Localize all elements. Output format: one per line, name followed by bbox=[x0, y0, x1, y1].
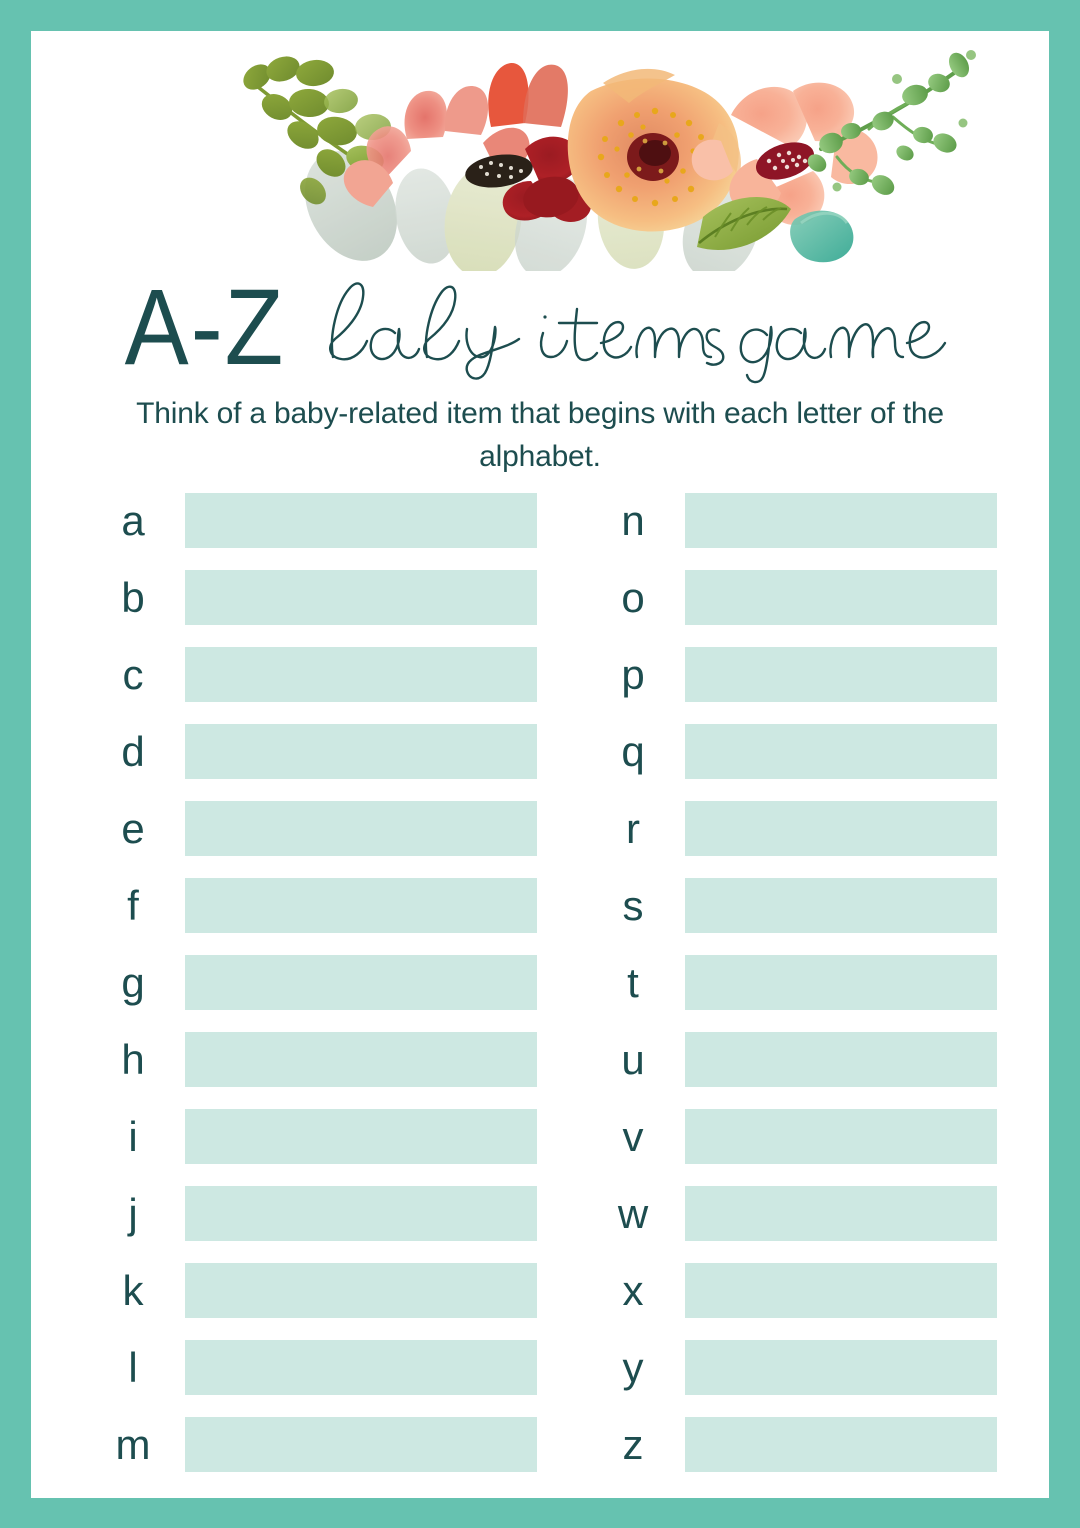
coral-flower bbox=[343, 62, 568, 207]
answer-blank[interactable] bbox=[185, 1109, 537, 1164]
peach-flower bbox=[691, 82, 878, 225]
title-script bbox=[315, 273, 955, 384]
title-prefix: A-Z bbox=[124, 267, 286, 388]
letter-label: v bbox=[622, 1112, 644, 1160]
answer-blank[interactable] bbox=[185, 1417, 537, 1472]
answer-blank[interactable] bbox=[185, 493, 537, 548]
answer-blank[interactable] bbox=[185, 647, 537, 702]
answer-blank[interactable] bbox=[185, 1340, 537, 1395]
letter-row: r bbox=[607, 801, 997, 856]
answer-blank[interactable] bbox=[685, 801, 997, 856]
letter-label: w bbox=[617, 1189, 649, 1237]
letter-row: u bbox=[607, 1032, 997, 1087]
orange-poppy bbox=[567, 68, 741, 232]
letter-label: m bbox=[115, 1420, 151, 1468]
fern-sprig-right bbox=[807, 50, 976, 195]
letter-row: e bbox=[107, 801, 537, 856]
answer-blank[interactable] bbox=[685, 1032, 997, 1087]
letter-row: x bbox=[607, 1263, 997, 1318]
page-title: A-Z bbox=[31, 267, 1049, 388]
letter-label: z bbox=[622, 1420, 644, 1468]
answer-blank[interactable] bbox=[685, 1417, 997, 1472]
letter-label: j bbox=[128, 1189, 138, 1237]
letter-row: j bbox=[107, 1186, 537, 1241]
letter-row: h bbox=[107, 1032, 537, 1087]
letter-column-left: a b c d e bbox=[107, 493, 537, 1494]
letter-label: t bbox=[627, 958, 639, 1006]
letter-label: a bbox=[121, 496, 145, 544]
letter-row: k bbox=[107, 1263, 537, 1318]
letter-row: b bbox=[107, 570, 537, 625]
answer-blank[interactable] bbox=[185, 1186, 537, 1241]
instructions-text: Think of a baby-related item that begins… bbox=[136, 397, 944, 473]
answer-blank[interactable] bbox=[185, 801, 537, 856]
answer-blank[interactable] bbox=[185, 878, 537, 933]
answer-blank[interactable] bbox=[185, 1263, 537, 1318]
letter-label: d bbox=[121, 727, 145, 775]
letter-label: q bbox=[621, 727, 645, 775]
answer-blank[interactable] bbox=[185, 955, 537, 1010]
letter-row: c bbox=[107, 647, 537, 702]
game-card: A-Z bbox=[31, 31, 1049, 1498]
answer-blank[interactable] bbox=[685, 1263, 997, 1318]
letter-label: i bbox=[128, 1112, 138, 1160]
letter-row: q bbox=[607, 724, 997, 779]
letter-row: m bbox=[107, 1417, 537, 1472]
letter-row: f bbox=[107, 878, 537, 933]
letter-label: p bbox=[621, 650, 645, 698]
letter-label: n bbox=[621, 496, 645, 544]
letter-row: w bbox=[607, 1186, 997, 1241]
answer-blank[interactable] bbox=[685, 1186, 997, 1241]
answer-blank[interactable] bbox=[685, 493, 997, 548]
letter-label: o bbox=[621, 573, 645, 621]
answer-blank[interactable] bbox=[685, 570, 997, 625]
letter-row: n bbox=[607, 493, 997, 548]
letter-label: y bbox=[622, 1343, 644, 1391]
letter-row: l bbox=[107, 1340, 537, 1395]
answer-blank[interactable] bbox=[685, 878, 997, 933]
floral-header-decoration bbox=[31, 31, 1049, 271]
letter-label: b bbox=[121, 573, 145, 621]
letter-label: u bbox=[621, 1035, 645, 1083]
answer-blank[interactable] bbox=[685, 724, 997, 779]
letter-row: d bbox=[107, 724, 537, 779]
teal-leaf bbox=[790, 210, 854, 263]
letter-row: y bbox=[607, 1340, 997, 1395]
letter-label: e bbox=[121, 804, 145, 852]
answer-blank[interactable] bbox=[685, 647, 997, 702]
answer-blank[interactable] bbox=[185, 1032, 537, 1087]
burgundy-flower bbox=[502, 136, 592, 222]
letter-row: o bbox=[607, 570, 997, 625]
letter-label: s bbox=[622, 881, 644, 929]
letter-label: k bbox=[122, 1266, 144, 1314]
letter-label: x bbox=[622, 1266, 644, 1314]
letter-row: g bbox=[107, 955, 537, 1010]
letter-row: s bbox=[607, 878, 997, 933]
letter-row: v bbox=[607, 1109, 997, 1164]
letter-label: f bbox=[127, 881, 139, 929]
answer-blank[interactable] bbox=[685, 955, 997, 1010]
letter-row: p bbox=[607, 647, 997, 702]
answer-blank[interactable] bbox=[685, 1109, 997, 1164]
letter-row: i bbox=[107, 1109, 537, 1164]
answer-blank[interactable] bbox=[185, 570, 537, 625]
letter-label: c bbox=[122, 650, 144, 698]
letter-row: t bbox=[607, 955, 997, 1010]
eucalyptus-sprig-left bbox=[243, 56, 391, 205]
answer-blank[interactable] bbox=[685, 1340, 997, 1395]
letter-row: a bbox=[107, 493, 537, 548]
letter-label: l bbox=[128, 1343, 138, 1391]
answer-blank[interactable] bbox=[185, 724, 537, 779]
letter-row: z bbox=[607, 1417, 997, 1472]
letter-label: r bbox=[626, 804, 640, 852]
letter-column-right: n o p q r bbox=[607, 493, 997, 1494]
letter-label: h bbox=[121, 1035, 145, 1083]
letter-label: g bbox=[121, 958, 145, 1006]
veined-green-leaf bbox=[697, 197, 791, 250]
background-leaf-cluster bbox=[304, 151, 760, 271]
